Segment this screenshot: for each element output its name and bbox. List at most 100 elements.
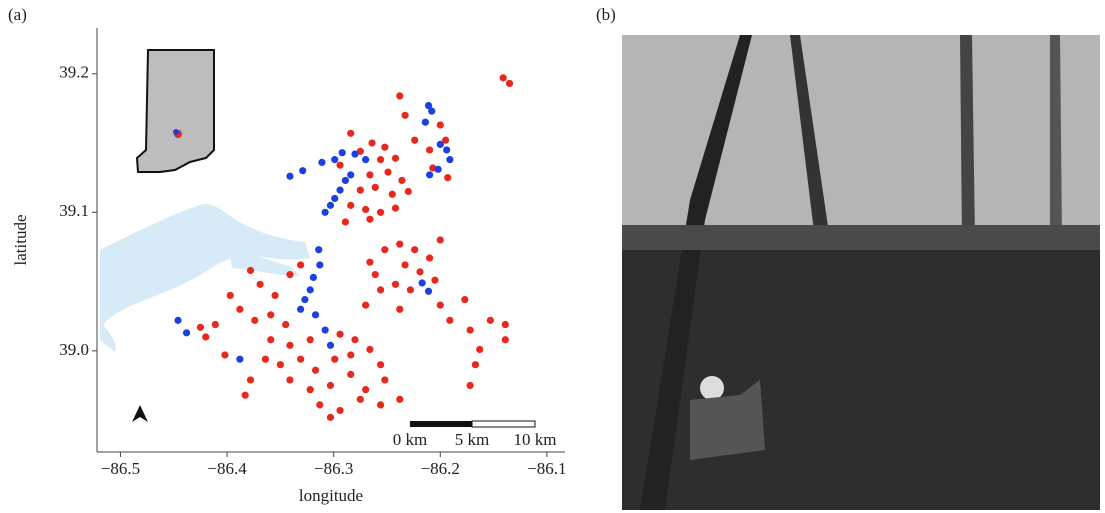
point [366, 215, 374, 223]
point [396, 240, 404, 248]
y-tick-label: 39.1 [59, 201, 89, 220]
point [442, 136, 450, 144]
y-tick-label: 39.0 [59, 340, 89, 359]
point [499, 74, 507, 82]
point [366, 258, 374, 266]
point [297, 355, 305, 363]
point [401, 261, 409, 269]
point [381, 376, 389, 384]
point [306, 286, 314, 294]
point [446, 156, 454, 164]
point [241, 391, 249, 399]
point [362, 156, 370, 164]
point [434, 165, 442, 173]
scale-label: 5 km [455, 430, 489, 449]
point [446, 316, 454, 324]
point [315, 246, 323, 254]
point [326, 413, 335, 421]
point [297, 261, 305, 269]
photo [622, 35, 1100, 510]
point [311, 311, 320, 319]
point [174, 316, 182, 324]
point [211, 320, 219, 329]
point [336, 330, 344, 338]
point [301, 295, 309, 304]
point [182, 329, 191, 337]
point [202, 333, 210, 341]
point [336, 186, 344, 194]
point [376, 156, 385, 164]
point [256, 280, 264, 288]
point [318, 158, 326, 167]
point [267, 311, 275, 319]
point [398, 176, 406, 185]
point [347, 351, 355, 359]
point [261, 355, 270, 363]
x-tick-label: −86.4 [207, 459, 247, 478]
point [286, 376, 294, 384]
point [436, 140, 444, 148]
point [271, 291, 279, 300]
x-axis-label: longitude [299, 486, 363, 505]
x-tick-label: −86.5 [101, 459, 140, 478]
point [426, 171, 434, 179]
panel-label: (b) [596, 5, 616, 24]
point [366, 345, 374, 354]
point [436, 301, 444, 309]
point [347, 171, 355, 179]
point [384, 168, 392, 176]
point [362, 386, 370, 394]
point [396, 395, 404, 403]
point [347, 201, 355, 209]
point [501, 320, 509, 329]
point [351, 336, 359, 344]
point [418, 279, 426, 287]
point [416, 268, 424, 276]
point [426, 254, 434, 262]
point [368, 139, 376, 147]
point [286, 271, 294, 279]
point [391, 204, 400, 212]
point [396, 92, 404, 100]
point [347, 129, 355, 137]
point [436, 121, 444, 129]
point [466, 381, 474, 390]
point [321, 208, 329, 216]
point [338, 149, 346, 157]
point [286, 341, 294, 349]
point [299, 167, 307, 175]
point [351, 150, 359, 158]
point [436, 236, 444, 244]
point [321, 326, 329, 334]
point [356, 395, 364, 403]
point [426, 146, 434, 154]
point [236, 305, 244, 313]
point [404, 187, 412, 196]
point [331, 355, 339, 363]
point [286, 172, 294, 180]
point [347, 370, 355, 379]
point [431, 276, 439, 284]
point [406, 286, 415, 294]
point [376, 401, 385, 409]
point [196, 323, 205, 331]
point [341, 176, 349, 185]
point [421, 118, 429, 126]
panel-label: (a) [8, 5, 27, 24]
point [391, 280, 400, 288]
point [376, 361, 385, 369]
x-tick-label: −86.1 [527, 459, 566, 478]
point [428, 107, 436, 115]
y-tick-label: 39.2 [59, 63, 89, 82]
point [276, 361, 284, 369]
map-background [100, 204, 310, 352]
north-arrow [132, 405, 148, 422]
point [267, 336, 275, 344]
point [341, 218, 349, 226]
inset-map [135, 49, 215, 173]
point [356, 147, 364, 155]
point [336, 406, 344, 415]
point [376, 286, 385, 294]
point [326, 201, 335, 209]
